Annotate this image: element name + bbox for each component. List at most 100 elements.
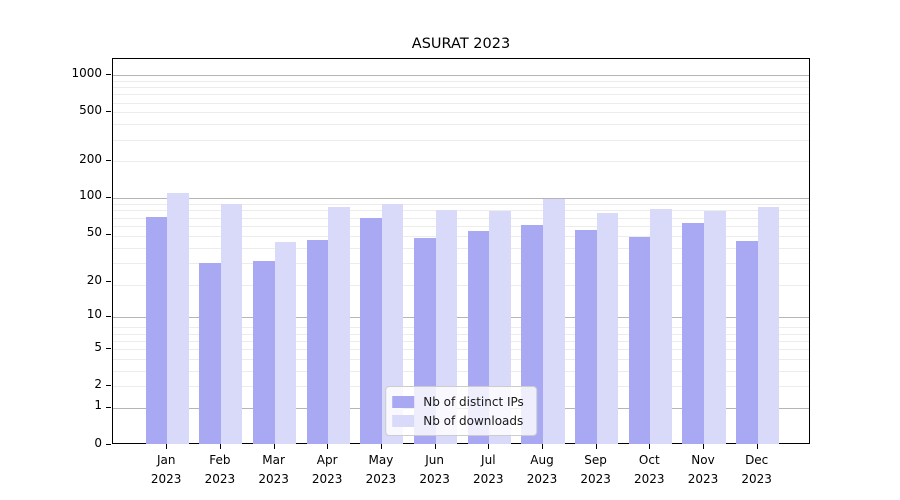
bar-distinct-ips-mar bbox=[253, 261, 275, 444]
gridline-minor bbox=[113, 349, 809, 351]
x-tick-label: Mar 2023 bbox=[247, 451, 301, 489]
y-tick-mark bbox=[106, 111, 111, 113]
x-tick-mark bbox=[327, 444, 329, 449]
y-tick-mark bbox=[106, 315, 111, 317]
bar-distinct-ips-feb bbox=[199, 262, 221, 444]
x-tick-label: Oct 2023 bbox=[622, 451, 676, 489]
bar-distinct-ips-sep bbox=[575, 230, 597, 444]
y-tick-mark bbox=[106, 406, 111, 408]
gridline-minor bbox=[113, 124, 809, 126]
gridline-minor bbox=[113, 87, 809, 88]
legend-swatch-downloads bbox=[392, 414, 415, 427]
x-tick-year: 2023 bbox=[311, 472, 343, 486]
x-tick-year: 2023 bbox=[741, 472, 772, 486]
gridline-major bbox=[113, 316, 809, 318]
legend-entry-distinct-ips: Nb of distinct IPs bbox=[392, 392, 524, 411]
plot-area: Nb of distinct IPs Nb of downloads bbox=[112, 58, 810, 444]
y-tick-label: 500 bbox=[79, 102, 102, 117]
x-tick-month: Jun bbox=[425, 453, 444, 467]
gridline-minor bbox=[113, 284, 809, 286]
y-tick-label: 1 bbox=[94, 398, 102, 413]
x-tick-year: 2023 bbox=[526, 472, 558, 486]
x-tick-year: 2023 bbox=[580, 472, 611, 486]
gridline-minor bbox=[113, 225, 809, 227]
x-tick-mark bbox=[434, 444, 436, 449]
gridline-minor bbox=[113, 210, 809, 212]
x-tick-label: Jul 2023 bbox=[461, 451, 515, 489]
y-tick-mark bbox=[106, 444, 111, 445]
x-tick-month: Nov bbox=[691, 453, 715, 467]
bar-downloads-nov bbox=[704, 211, 726, 444]
bar-downloads-jun bbox=[435, 209, 458, 444]
gridline-minor bbox=[113, 235, 809, 237]
x-tick-mark bbox=[595, 444, 597, 449]
x-tick-mark bbox=[542, 444, 543, 449]
bar-downloads-jul bbox=[489, 211, 511, 444]
x-tick-year: 2023 bbox=[258, 472, 289, 486]
x-tick-month: Mar bbox=[262, 453, 285, 467]
bar-distinct-ips-nov bbox=[682, 223, 704, 444]
x-tick-month: Apr bbox=[316, 453, 338, 467]
y-tick-mark bbox=[106, 160, 111, 161]
gridline-minor bbox=[113, 358, 809, 360]
gridline-minor bbox=[113, 139, 809, 141]
gridline-minor bbox=[113, 333, 809, 335]
gridline-minor bbox=[113, 161, 809, 163]
bar-distinct-ips-oct bbox=[628, 236, 651, 444]
legend-label-distinct-ips: Nb of distinct IPs bbox=[423, 394, 524, 409]
bar-downloads-dec bbox=[757, 206, 780, 444]
y-tick-label: 10 bbox=[86, 307, 102, 322]
gridline-minor bbox=[113, 327, 809, 329]
x-tick-month: May bbox=[368, 453, 394, 467]
gridline-minor bbox=[113, 247, 809, 249]
gridline-major bbox=[113, 75, 809, 76]
y-tick-mark bbox=[106, 74, 111, 75]
gridline-minor bbox=[113, 370, 809, 372]
x-tick-year: 2023 bbox=[204, 472, 236, 486]
y-tick-mark bbox=[106, 281, 111, 282]
bar-distinct-ips-dec bbox=[736, 241, 758, 444]
gridline-minor bbox=[113, 217, 809, 219]
y-tick-label: 5 bbox=[94, 339, 102, 354]
x-tick-month: Aug bbox=[530, 453, 554, 467]
x-tick-label: Jan 2023 bbox=[139, 451, 193, 489]
bar-downloads-oct bbox=[650, 209, 672, 444]
bar-downloads-may bbox=[381, 203, 404, 444]
x-tick-mark bbox=[649, 444, 651, 449]
x-tick-mark bbox=[219, 444, 221, 449]
bar-downloads-feb bbox=[220, 204, 243, 444]
bar-downloads-mar bbox=[274, 242, 297, 444]
x-tick-label: May 2023 bbox=[354, 451, 408, 489]
gridline-minor bbox=[113, 340, 809, 342]
x-tick-mark bbox=[488, 444, 490, 449]
y-tick-mark bbox=[106, 196, 111, 198]
gridline-minor bbox=[113, 112, 809, 114]
x-tick-label: Feb 2023 bbox=[193, 451, 247, 489]
bar-downloads-apr bbox=[328, 206, 350, 444]
gridline-minor bbox=[113, 102, 809, 104]
bar-downloads-jan bbox=[167, 192, 189, 444]
x-tick-month: Sep bbox=[584, 453, 607, 467]
gridline-major bbox=[113, 197, 809, 199]
x-tick-year: 2023 bbox=[687, 472, 719, 486]
x-tick-mark bbox=[166, 444, 168, 449]
x-tick-mark bbox=[756, 444, 758, 449]
x-tick-mark bbox=[380, 444, 382, 449]
x-tick-year: 2023 bbox=[365, 472, 397, 486]
bar-distinct-ips-may bbox=[360, 217, 382, 444]
y-tick-label: 200 bbox=[79, 151, 102, 166]
x-tick-year: 2023 bbox=[150, 472, 182, 486]
x-tick-month: Jul bbox=[481, 453, 496, 467]
x-tick-label: Sep 2023 bbox=[569, 451, 623, 489]
x-tick-label: Nov 2023 bbox=[676, 451, 730, 489]
x-tick-month: Jan bbox=[156, 453, 176, 467]
gridline-minor bbox=[113, 80, 809, 82]
x-tick-mark bbox=[703, 444, 704, 449]
y-tick-label: 2 bbox=[94, 376, 102, 391]
x-tick-label: Aug 2023 bbox=[515, 451, 569, 489]
x-tick-year: 2023 bbox=[473, 472, 504, 486]
x-tick-label: Apr 2023 bbox=[300, 451, 354, 489]
bar-downloads-sep bbox=[596, 213, 619, 444]
y-tick-mark bbox=[106, 233, 111, 235]
